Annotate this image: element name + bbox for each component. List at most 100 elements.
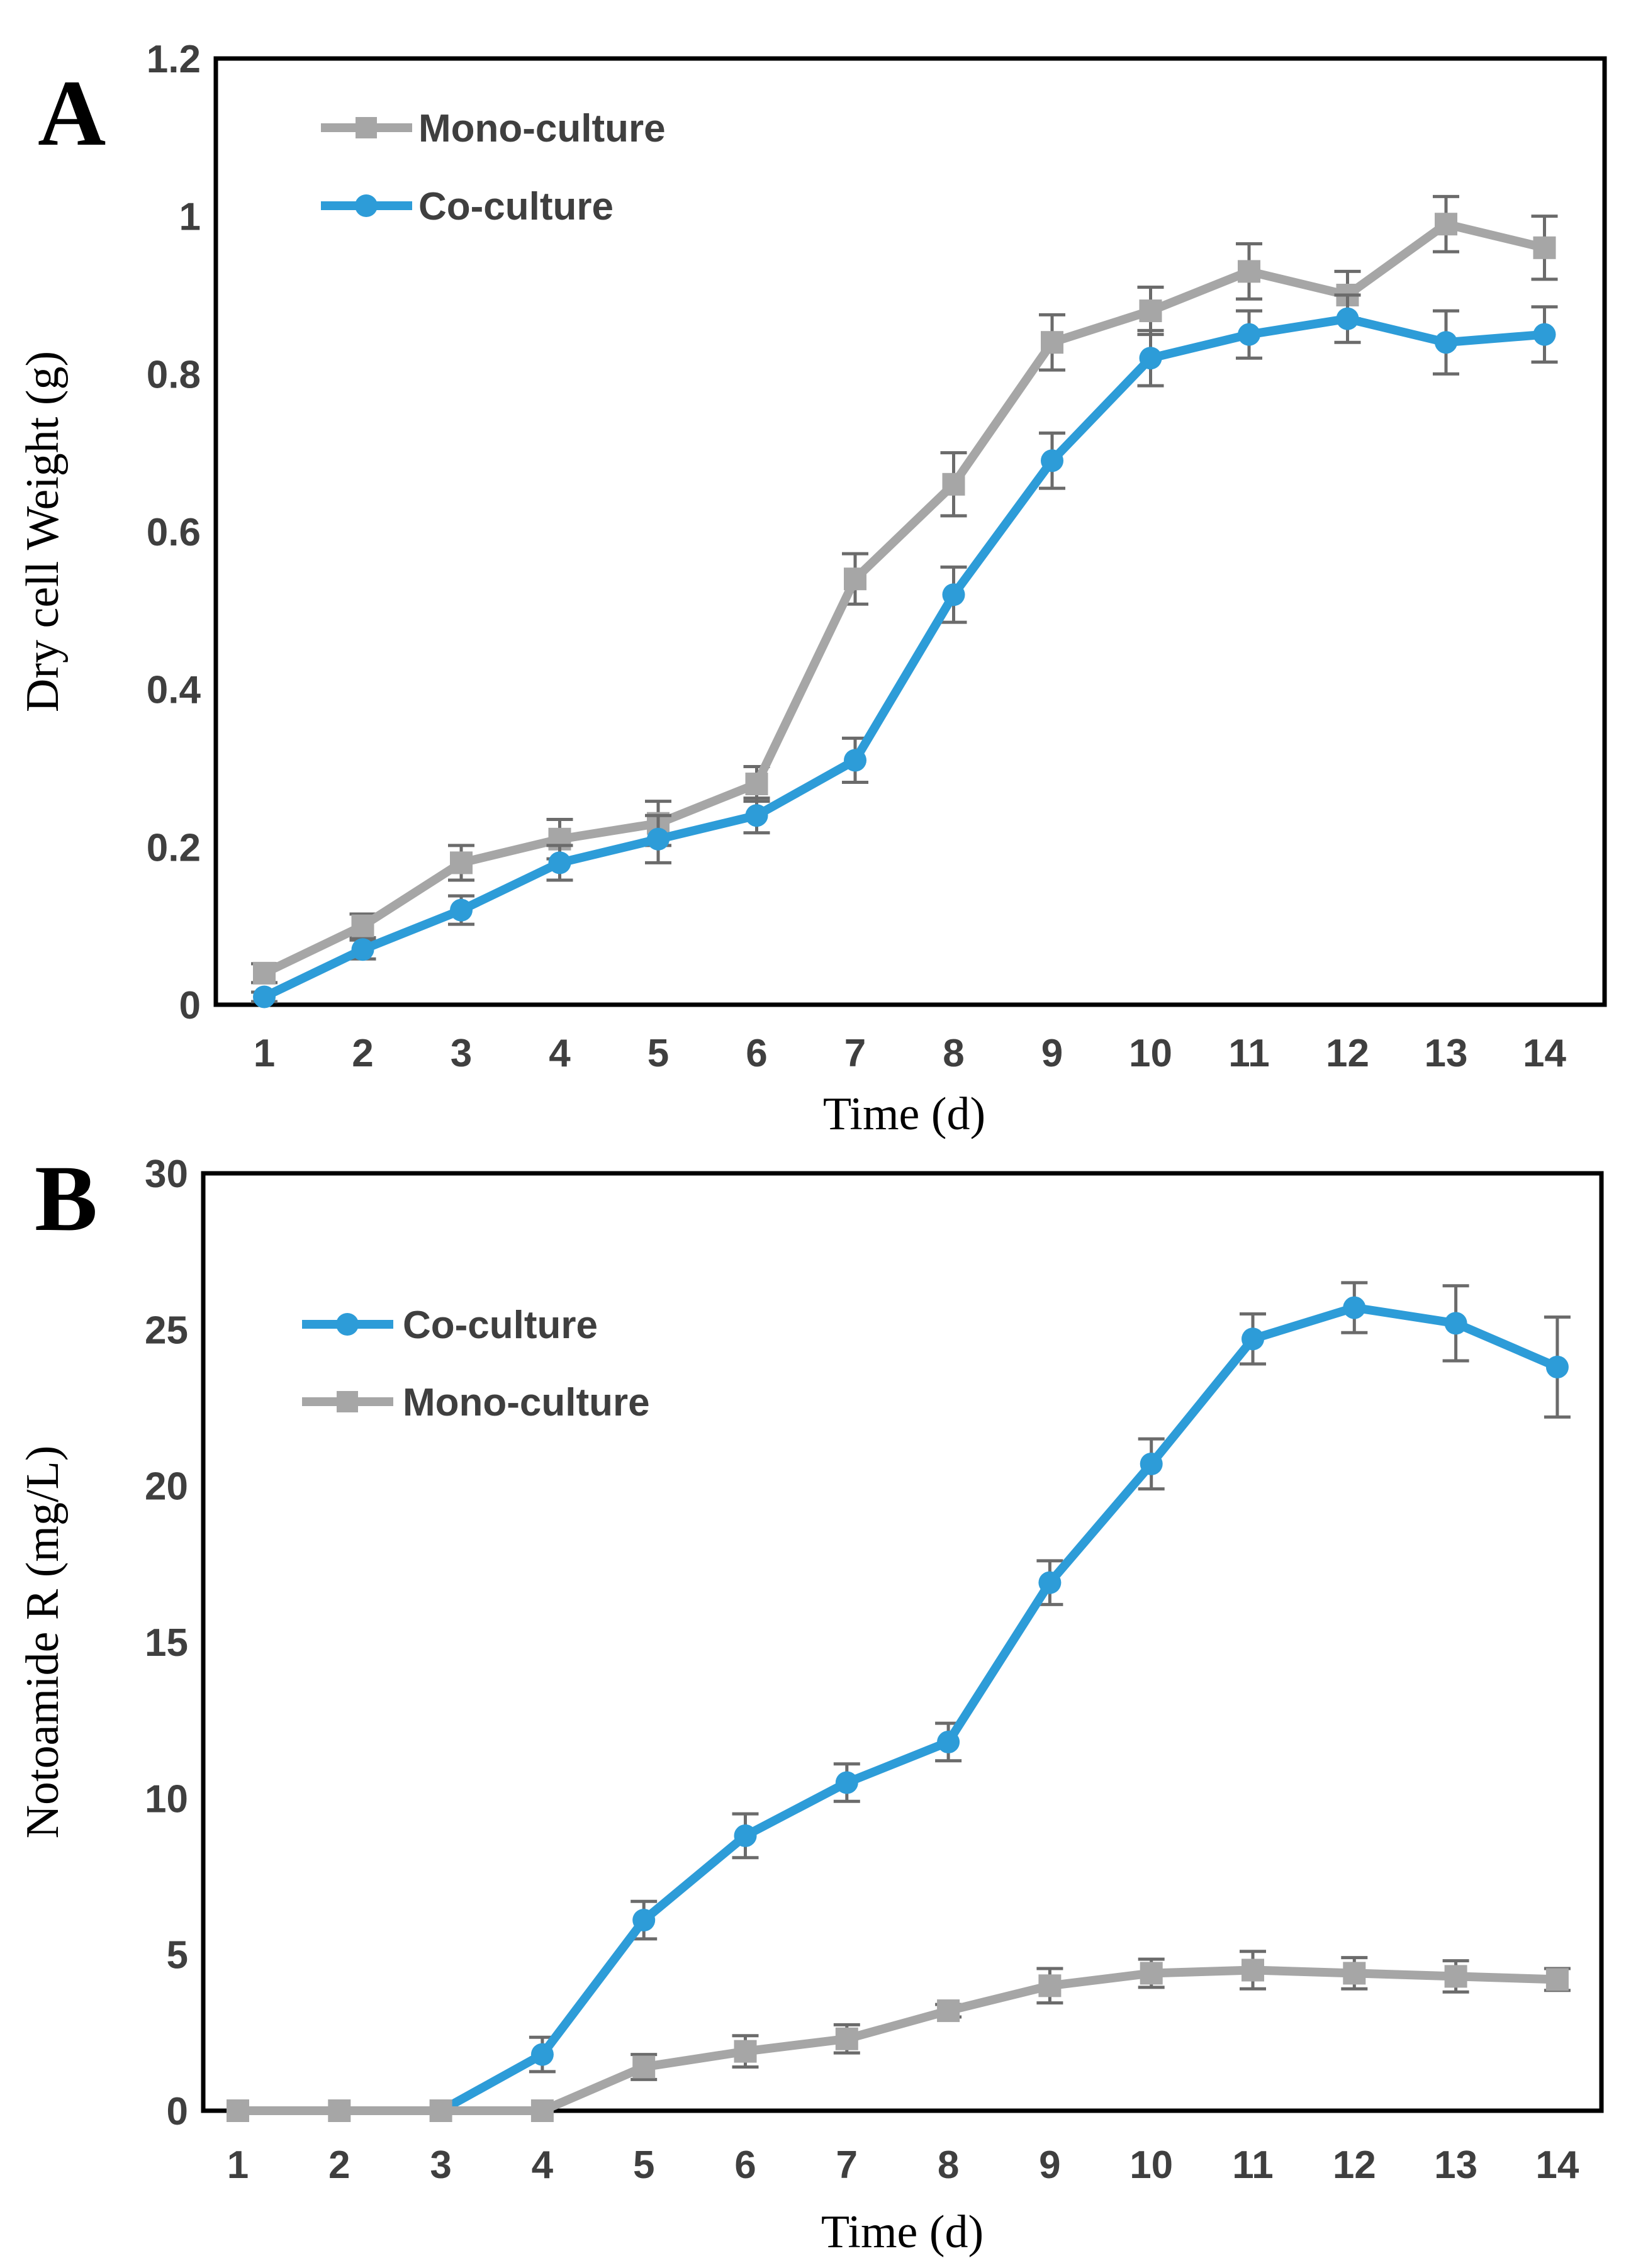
x-tick-label: 11 <box>1232 2143 1274 2187</box>
panel-a-legend-item-mono-culture: Mono-culture <box>321 107 666 150</box>
x-tick-label: 4 <box>549 1032 571 1075</box>
x-tick-label: 8 <box>943 1032 964 1075</box>
data-point-marker <box>632 1909 656 1932</box>
data-point-marker <box>227 2099 249 2122</box>
y-tick-label: 20 <box>145 1465 188 1509</box>
data-point-marker <box>1444 1965 1467 1988</box>
data-point-marker <box>1038 1571 1062 1594</box>
data-point-marker <box>734 1824 757 1847</box>
data-point-marker <box>745 773 768 796</box>
panel-b-legend-item-co-culture: Co-culture <box>302 1304 598 1347</box>
panel-b-legend-label-co-culture: Co-culture <box>403 1304 598 1347</box>
y-tick-label: 0.4 <box>147 669 201 712</box>
data-point-marker <box>1140 1452 1163 1475</box>
panel-a-y-axis-title: Dry cell Weight (g) <box>17 351 69 712</box>
data-point-marker <box>530 2043 554 2066</box>
panel-b-y-axis-title: Notoamide R (mg/L) <box>17 1446 69 1839</box>
data-point-marker <box>1343 1296 1366 1319</box>
data-point-marker <box>1238 260 1260 283</box>
y-tick-label: 0 <box>179 984 201 1027</box>
data-point-marker <box>548 851 571 874</box>
series-line <box>260 220 1549 978</box>
x-tick-label: 3 <box>451 1032 472 1075</box>
data-point-marker <box>1139 347 1162 370</box>
x-tick-label: 3 <box>430 2143 451 2187</box>
data-point-marker <box>1435 331 1457 354</box>
data-point-marker <box>942 583 965 606</box>
data-point-marker <box>1140 1962 1163 1985</box>
x-tick-label: 5 <box>633 2143 654 2187</box>
data-point-marker <box>734 2040 757 2063</box>
data-point-marker <box>937 1999 960 2023</box>
y-tick-label: 0 <box>167 2090 188 2133</box>
y-tick-label: 0.2 <box>147 826 201 869</box>
data-point-marker <box>835 2027 858 2050</box>
series-line <box>233 1303 1562 2115</box>
y-tick-label: 30 <box>145 1153 188 1196</box>
panel-b-letter: B <box>35 1146 98 1251</box>
panel-a-x-axis-title: Time (d) <box>823 1088 985 1139</box>
data-point-marker <box>450 851 473 874</box>
plot-border <box>201 1171 1604 2113</box>
data-point-marker <box>942 472 965 496</box>
x-tick-label: 9 <box>1039 2143 1060 2187</box>
data-point-marker <box>1242 1958 1264 1982</box>
panel-b-legend-label-mono-culture: Mono-culture <box>403 1381 650 1424</box>
panel-b-chart: B Time (d) Notoamide R (mg/L) Co-culture… <box>17 1146 1604 2258</box>
x-tick-label: 11 <box>1228 1032 1270 1075</box>
data-point-marker <box>450 898 473 922</box>
panel-a-letter: A <box>38 61 106 165</box>
data-point-marker <box>745 804 768 827</box>
x-tick-label: 5 <box>647 1032 669 1075</box>
panel-a-chart: A Time (d) Dry cell Weight (g) Mono-cult… <box>17 38 1607 1139</box>
data-point-marker <box>937 1730 960 1753</box>
series-mono-culture <box>251 194 1558 985</box>
y-tick-label: 25 <box>145 1309 188 1352</box>
x-tick-label: 10 <box>1129 2143 1173 2187</box>
data-point-marker <box>328 2099 351 2122</box>
data-point-marker <box>844 749 866 772</box>
x-tick-label: 1 <box>254 1032 275 1075</box>
data-point-marker <box>1041 449 1063 472</box>
mono-culture-square-marker-icon <box>356 117 377 138</box>
x-tick-label: 9 <box>1041 1032 1063 1075</box>
x-tick-label: 6 <box>746 1032 767 1075</box>
panel-b-legend: Co-culture Mono-culture <box>302 1304 650 1424</box>
x-tick-label: 2 <box>352 1032 373 1075</box>
data-point-marker <box>1545 1355 1569 1378</box>
panel-a-legend-label-co-culture: Co-culture <box>418 185 614 228</box>
x-tick-label: 14 <box>1523 1032 1566 1075</box>
series-line <box>260 314 1549 1002</box>
data-point-marker <box>1038 1974 1062 1997</box>
y-tick-label: 10 <box>145 1777 188 1821</box>
x-tick-label: 10 <box>1129 1032 1172 1075</box>
data-point-marker <box>1435 213 1457 236</box>
x-tick-label: 14 <box>1535 2143 1579 2187</box>
series-co-culture <box>251 293 1558 1008</box>
data-point-marker <box>632 2055 656 2079</box>
x-tick-label: 7 <box>844 1032 866 1075</box>
data-point-marker <box>530 2099 554 2122</box>
y-tick-label: 0.8 <box>147 353 201 396</box>
y-tick-label: 5 <box>167 1934 188 1977</box>
y-tick-label: 1 <box>179 196 201 239</box>
panel-a-legend-item-co-culture: Co-culture <box>321 185 614 228</box>
x-tick-label: 1 <box>227 2143 249 2187</box>
data-point-marker <box>1343 1962 1366 1985</box>
data-point-marker <box>351 914 374 937</box>
x-tick-label: 8 <box>938 2143 959 2187</box>
data-point-marker <box>1238 323 1260 346</box>
panel-b-legend-item-mono-culture: Mono-culture <box>302 1381 650 1424</box>
data-point-marker <box>835 1771 858 1794</box>
panel-b-x-axis-title: Time (d) <box>821 2206 984 2258</box>
data-point-marker <box>1139 299 1162 323</box>
x-tick-label: 2 <box>328 2143 350 2187</box>
data-point-marker <box>429 2099 452 2122</box>
data-point-marker <box>844 567 866 591</box>
data-point-marker <box>253 961 276 985</box>
data-point-marker <box>647 827 670 851</box>
y-tick-label: 1.2 <box>147 38 201 81</box>
data-point-marker <box>1336 307 1359 330</box>
data-point-marker <box>351 938 374 961</box>
data-point-marker <box>1533 323 1556 346</box>
